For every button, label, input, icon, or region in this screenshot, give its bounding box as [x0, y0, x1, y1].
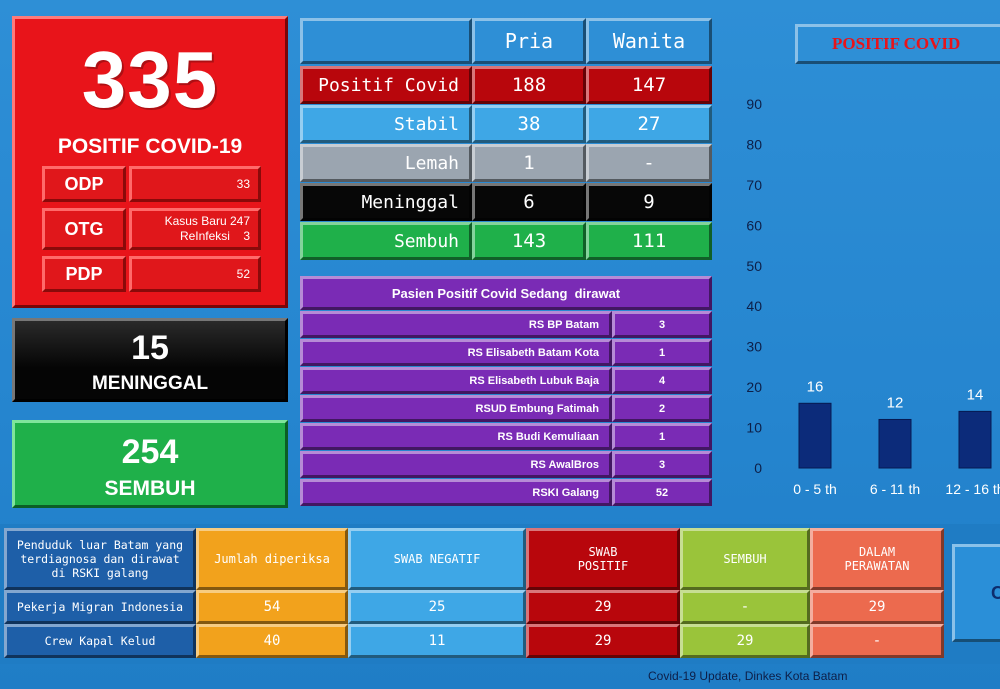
- header-sembuh: SEMBUH: [680, 528, 810, 590]
- hospital-row-value: 3: [612, 311, 712, 338]
- hospital-row-value: 52: [612, 479, 712, 506]
- bottom-row-sembuh: 29: [680, 624, 810, 658]
- hospital-row-name: RS AwalBros: [300, 451, 612, 478]
- hospital-row-value: 2: [612, 395, 712, 422]
- otg-reinfeksi-value: 3: [243, 229, 250, 243]
- y-tick-label: 60: [746, 217, 762, 233]
- y-tick-label: 20: [746, 379, 762, 395]
- bottom-row-positif: 29: [526, 590, 680, 624]
- bottom-row-perawatan: -: [810, 624, 944, 658]
- hospital-row-name: RS Elisabeth Lubuk Baja: [300, 367, 612, 394]
- x-tick-label: 0 - 5 th: [793, 481, 837, 497]
- hospital-row-name: RSKI Galang: [300, 479, 612, 506]
- bottom-row-perawatan: 29: [810, 590, 944, 624]
- hospital-row-name: RS Elisabeth Batam Kota: [300, 339, 612, 366]
- y-tick-label: 0: [754, 460, 762, 476]
- x-tick-label: 6 - 11 th: [870, 481, 920, 497]
- y-tick-label: 10: [746, 420, 762, 436]
- y-tick-label: 40: [746, 298, 762, 314]
- gender-row-sembuh-label: Sembuh: [300, 222, 472, 260]
- age-bar-chart: 0 10 20 30 40 50 60 70 80 90 16 0 - 5 th 12 6 - 11 th…: [746, 96, 1000, 497]
- gender-header-pria: Pria: [472, 18, 586, 64]
- footer-credit: Covid-19 Update, Dinkes Kota Batam: [648, 669, 848, 683]
- gender-row-meninggal-label: Meninggal: [300, 183, 472, 221]
- odp-label-box: ODP: [42, 166, 126, 202]
- positif-panel: 335 POSITIF COVID-19 ODP 33 OTG Kasus Ba…: [12, 16, 288, 308]
- hospital-row-value: 3: [612, 451, 712, 478]
- positif-label: POSITIF COVID-19: [57, 135, 243, 158]
- pdp-label: PDP: [65, 263, 103, 284]
- gender-row-positif-label: Positif Covid: [300, 66, 472, 104]
- bottom-desc: Penduduk luar Batam yang terdiagnosa dan…: [4, 528, 196, 590]
- bottom-row-diperiksa: 40: [196, 624, 348, 658]
- x-tick-label: 12 - 16 th: [945, 481, 1000, 497]
- y-tick-label: 80: [746, 136, 762, 152]
- gender-header-wanita: Wanita: [586, 18, 712, 64]
- gender-row-meninggal-pria: 6: [472, 183, 586, 221]
- pdp-label-box: PDP: [42, 256, 126, 292]
- positif-count: 335: [81, 35, 219, 124]
- gender-row-sembuh-pria: 143: [472, 222, 586, 260]
- gender-table-corner: [300, 18, 472, 64]
- gender-row-stabil-wanita: 27: [586, 105, 712, 143]
- bar-1: [878, 418, 912, 469]
- bottom-row-label: Crew Kapal Kelud: [4, 624, 196, 658]
- bar-value-label: 16: [807, 378, 824, 395]
- bottom-row-label: Pekerja Migran Indonesia: [4, 590, 196, 624]
- bottom-row-positif: 29: [526, 624, 680, 658]
- gender-row-lemah-label: Lemah: [300, 144, 472, 182]
- otg-kasus-baru-value: 247: [229, 214, 250, 228]
- hospital-row-value: 4: [612, 367, 712, 394]
- bar-value-label: 12: [887, 394, 904, 411]
- cut-off-button[interactable]: C: [952, 544, 1000, 642]
- odp-label: ODP: [64, 173, 104, 194]
- bottom-row-diperiksa: 54: [196, 590, 348, 624]
- header-dalam-perawatan: DALAM PERAWATAN: [810, 528, 944, 590]
- gender-row-lemah-pria: 1: [472, 144, 586, 182]
- header-swab-positif: SWAB POSITIF: [526, 528, 680, 590]
- otg-reinfeksi-label: ReInfeksi: [179, 229, 230, 243]
- bar-2: [958, 410, 992, 469]
- sembuh-panel: 254 SEMBUH: [12, 420, 288, 508]
- y-tick-label: 30: [746, 339, 762, 355]
- pdp-value-box: 52: [129, 256, 261, 292]
- gender-row-meninggal-wanita: 9: [586, 183, 712, 221]
- otg-kasus-baru-label: Kasus Baru: [164, 214, 227, 228]
- bar-0: [798, 402, 832, 469]
- hospital-row-name: RS BP Batam: [300, 311, 612, 338]
- bar-value-label: 14: [967, 386, 984, 403]
- otg-value-box: Kasus Baru 247 ReInfeksi 3: [129, 208, 261, 250]
- gender-row-positif-pria: 188: [472, 66, 586, 104]
- gender-row-positif-wanita: 147: [586, 66, 712, 104]
- hospital-row-name: RSUD Embung Fatimah: [300, 395, 612, 422]
- hospital-row-value: 1: [612, 423, 712, 450]
- y-tick-label: 90: [746, 96, 762, 112]
- odp-value-box: 33: [129, 166, 261, 202]
- otg-label: OTG: [64, 218, 104, 239]
- gender-row-stabil-pria: 38: [472, 105, 586, 143]
- sembuh-count: 254: [121, 433, 179, 471]
- hospital-table-title: Pasien Positif Covid Sedang dirawat: [300, 276, 712, 310]
- chart-banner: POSITIF COVID: [795, 24, 1000, 64]
- bottom-row-negatif: 25: [348, 590, 526, 624]
- sembuh-label: SEMBUH: [104, 477, 196, 500]
- gender-row-stabil-label: Stabil: [300, 105, 472, 143]
- meninggal-label: MENINGGAL: [91, 373, 209, 394]
- hospital-row-value: 1: [612, 339, 712, 366]
- header-swab-negatif: SWAB NEGATIF: [348, 528, 526, 590]
- y-tick-label: 50: [746, 258, 762, 274]
- odp-value: 33: [236, 177, 250, 191]
- hospital-row-name: RS Budi Kemuliaan: [300, 423, 612, 450]
- gender-row-lemah-wanita: -: [586, 144, 712, 182]
- pdp-value: 52: [236, 267, 250, 281]
- meninggal-count: 15: [131, 329, 169, 367]
- gender-row-sembuh-wanita: 111: [586, 222, 712, 260]
- y-tick-label: 70: [746, 177, 762, 193]
- otg-label-box: OTG: [42, 208, 126, 250]
- header-jumlah-diperiksa: Jumlah diperiksa: [196, 528, 348, 590]
- bottom-row-sembuh: -: [680, 590, 810, 624]
- bottom-row-negatif: 11: [348, 624, 526, 658]
- meninggal-panel: 15 MENINGGAL: [12, 318, 288, 402]
